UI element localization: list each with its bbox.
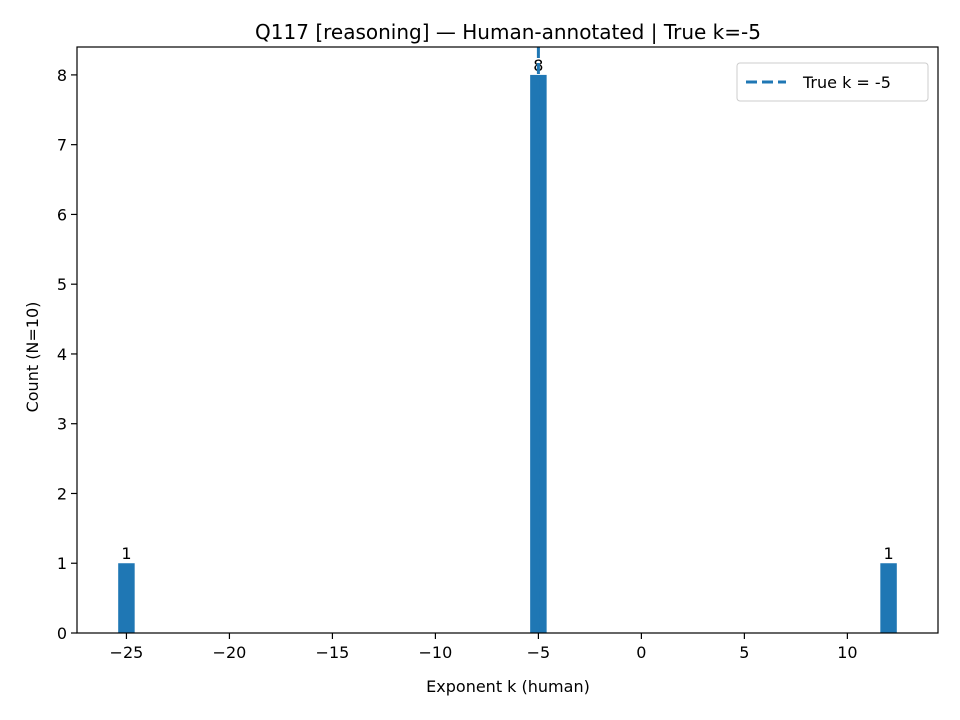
legend-label: True k = -5 [802,73,891,92]
y-tick-label: 4 [57,345,67,364]
x-tick-label: −15 [316,643,350,662]
y-tick-label: 0 [57,624,67,643]
y-tick-label: 6 [57,205,67,224]
y-axis-title: Count (N=10) [23,302,42,413]
chart-title: Q117 [reasoning] — Human-annotated | Tru… [255,20,761,44]
y-tick-label: 1 [57,554,67,573]
x-tick-label: −5 [527,643,551,662]
x-tick-label: −10 [419,643,453,662]
bar-value-label: 1 [883,544,893,563]
y-tick-label: 2 [57,484,67,503]
y-axis-ticks: 0 1 2 3 4 5 6 7 8 [57,66,77,643]
x-tick-label: 0 [636,643,646,662]
y-tick-label: 7 [57,136,67,155]
legend: True k = -5 [736,62,929,102]
histogram-bar [118,563,135,633]
x-tick-label: −25 [110,643,144,662]
bar-value-label: 1 [121,544,131,563]
histogram-bar [880,563,897,633]
x-tick-label: 5 [739,643,749,662]
y-tick-label: 3 [57,415,67,434]
x-axis-title: Exponent k (human) [426,677,590,696]
y-tick-label: 8 [57,66,67,85]
x-axis-ticks: −25 −20 −15 −10 −5 0 5 10 [110,633,858,662]
y-tick-label: 5 [57,275,67,294]
legend-box [736,62,929,102]
x-tick-label: 10 [837,643,857,662]
plot-frame [76,46,939,634]
x-tick-label: −20 [213,643,247,662]
